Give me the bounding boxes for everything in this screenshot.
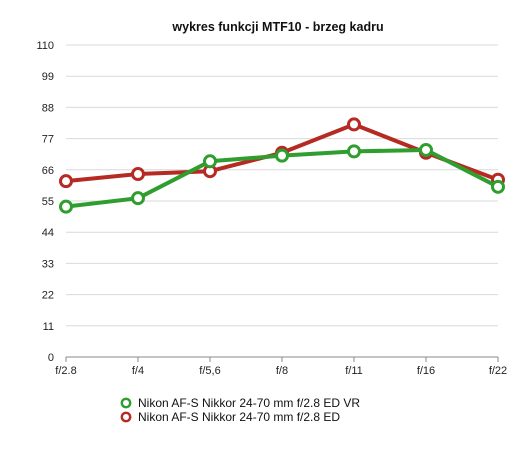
x-tick-label: f/8 <box>276 365 288 377</box>
data-point <box>275 148 289 163</box>
x-tick-label: f/22 <box>489 365 507 377</box>
legend-marker <box>120 397 132 409</box>
y-tick-label: 11 <box>43 321 54 333</box>
y-tick-label: 22 <box>42 290 54 302</box>
legend-marker <box>120 411 132 423</box>
y-tick-label: 44 <box>42 227 54 239</box>
y-axis-ticks: 0 11 22 33 44 55 66 77 88 99 110 <box>36 40 54 364</box>
data-point <box>491 179 505 194</box>
series-0 <box>59 142 505 214</box>
y-tick-label: 66 <box>42 165 54 177</box>
data-point <box>203 154 217 169</box>
data-point <box>419 142 433 157</box>
legend: Nikon AF-S Nikkor 24-70 mm f/2.8 ED VRNi… <box>120 396 360 424</box>
x-tick-label: f/2.8 <box>55 365 76 377</box>
y-tick-label: 110 <box>36 40 54 52</box>
legend-item: Nikon AF-S Nikkor 24-70 mm f/2.8 ED <box>120 410 340 424</box>
y-tick-label: 77 <box>42 134 54 146</box>
y-tick-label: 55 <box>42 196 54 208</box>
y-tick-label: 88 <box>42 102 54 114</box>
data-point <box>59 199 73 214</box>
data-point <box>347 144 361 159</box>
data-point <box>131 167 145 182</box>
x-tick-label: f/4 <box>132 365 144 377</box>
series-layer <box>59 117 505 214</box>
y-tick-label: 0 <box>48 352 54 364</box>
data-point <box>131 191 145 206</box>
chart-title: wykres funkcji MTF10 - brzeg kadru <box>171 20 383 34</box>
y-tick-label: 99 <box>42 71 54 83</box>
legend-label: Nikon AF-S Nikkor 24-70 mm f/2.8 ED VR <box>138 396 360 410</box>
data-point <box>59 174 73 189</box>
x-axis-ticks: f/2.8 f/4 f/5,6 f/8 f/11 f/16 f/22 <box>55 357 507 377</box>
x-tick-label: f/16 <box>417 365 435 377</box>
legend-label: Nikon AF-S Nikkor 24-70 mm f/2.8 ED <box>138 410 340 424</box>
y-tick-label: 33 <box>42 258 54 270</box>
legend-item: Nikon AF-S Nikkor 24-70 mm f/2.8 ED VR <box>120 396 360 410</box>
x-tick-label: f/5,6 <box>199 365 220 377</box>
data-point <box>347 117 361 132</box>
x-tick-label: f/11 <box>345 365 363 377</box>
